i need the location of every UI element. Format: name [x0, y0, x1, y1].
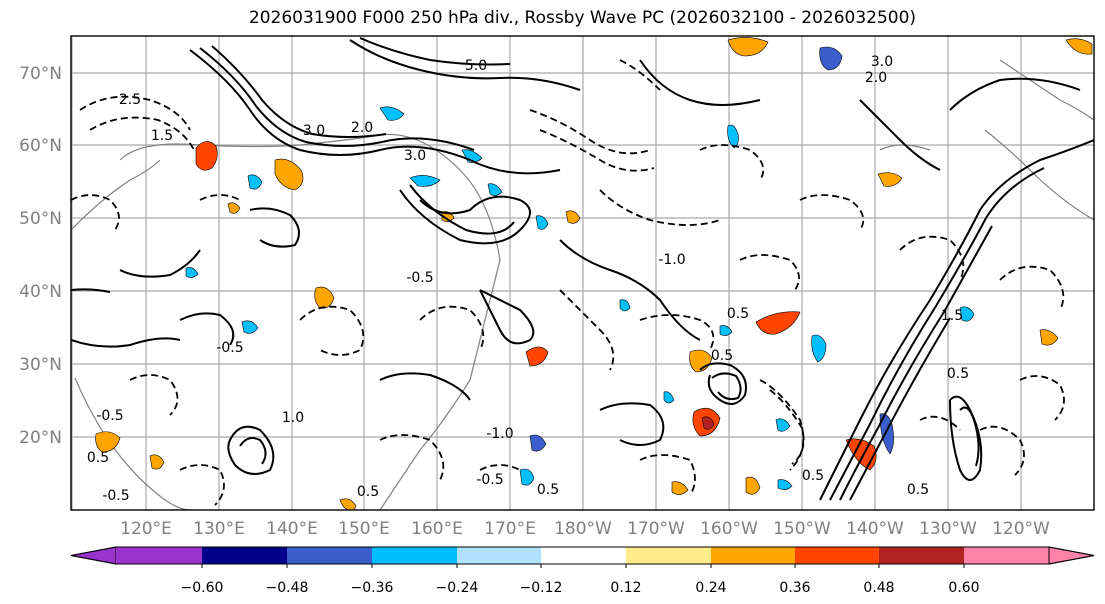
- colorbar-tick-label: 0.60: [948, 580, 979, 596]
- contour-label: 3.0: [871, 54, 893, 70]
- colorbar-swatch: [116, 547, 202, 564]
- colorbar-outline: [70, 546, 1095, 565]
- colorbar-tick-label: −0.24: [436, 580, 479, 596]
- colorbar-tick-label: −0.12: [520, 580, 563, 596]
- colorbar-swatch: [372, 547, 457, 564]
- contour-label: 2.0: [351, 120, 373, 136]
- contour-label: 1.0: [282, 410, 304, 426]
- contour-label: 0.5: [802, 468, 824, 484]
- colorbar-swatch: [795, 547, 879, 564]
- map-plot-area: 3.0 5.0 2.0 2.5 3.0 1.5 3.0 -0.5 0.5 -1.0 0.5 -0.5 1…: [70, 35, 1095, 511]
- longitude-label: 140°W: [846, 519, 904, 539]
- colorbar-swatch: [541, 547, 626, 564]
- contour-label: -1.0: [486, 426, 513, 442]
- longitude-labels: 120°E 130°E 140°E 150°E 160°E 170°E 180°W 170°W…: [120, 519, 1050, 539]
- colorbar-extend-max: [1048, 546, 1095, 565]
- coastlines: [71, 59, 1094, 510]
- contour-label: -0.5: [96, 408, 123, 424]
- contour-label: 5.0: [465, 58, 487, 74]
- longitude-label: 130°E: [193, 519, 245, 539]
- colorbar-swatch: [879, 547, 964, 564]
- latitude-label: 50°N: [19, 209, 62, 229]
- latitude-label: 40°N: [19, 282, 62, 302]
- colorbar: [70, 546, 1095, 565]
- longitude-label: 120°W: [992, 519, 1050, 539]
- contour-label: 3.0: [303, 123, 325, 139]
- colorbar-swatch: [964, 547, 1049, 564]
- longitude-label: 160°E: [411, 519, 463, 539]
- colorbar-tick-label: 0.12: [610, 580, 641, 596]
- contour-label: 0.5: [947, 366, 969, 382]
- map-frame: [70, 35, 1095, 511]
- longitude-label: 170°E: [484, 519, 536, 539]
- longitude-label: 180°W: [554, 519, 612, 539]
- colorbar-tick-label: −0.48: [266, 580, 309, 596]
- latitude-labels: 70°N 60°N 50°N 40°N 30°N 20°N: [19, 64, 62, 448]
- longitude-label: 150°E: [338, 519, 390, 539]
- dashed-contours: [71, 59, 1065, 506]
- contour-label: 3.0: [404, 148, 426, 164]
- longitude-label: 130°W: [919, 519, 977, 539]
- contour-label: 1.5: [151, 128, 173, 144]
- colorbar-swatch: [457, 547, 541, 564]
- contour-label: 0.5: [711, 348, 733, 364]
- colorbar-swatch: [202, 547, 287, 564]
- latitude-label: 20°N: [19, 428, 62, 448]
- contour-label: -0.5: [406, 270, 433, 286]
- contour-label: 0.5: [87, 450, 109, 466]
- longitude-label: 170°W: [627, 519, 685, 539]
- contour-label: 0.5: [907, 482, 929, 498]
- contour-label: -0.5: [476, 472, 503, 488]
- solid-contours: [71, 37, 1094, 501]
- contour-label: -0.5: [216, 340, 243, 356]
- latitude-label: 30°N: [19, 355, 62, 375]
- contour-label: 0.5: [537, 482, 559, 498]
- colorbar-tick-label: −0.60: [181, 580, 224, 596]
- contour-label: -1.0: [658, 252, 685, 268]
- colorbar-tick-labels: −0.60 −0.48 −0.36 −0.24 −0.12 0.12 0.24 0.36 0.4…: [181, 564, 980, 596]
- colorbar-tick-label: −0.36: [351, 580, 394, 596]
- contour-label: 2.5: [119, 92, 141, 108]
- contour-label: 1.5: [941, 308, 963, 324]
- contour-label: 0.5: [727, 306, 749, 322]
- colorbar-swatch: [626, 547, 711, 564]
- contour-label: 0.5: [357, 484, 379, 500]
- longitude-label: 160°W: [700, 519, 758, 539]
- colorbar-extend-min: [70, 546, 117, 565]
- colorbar-tick-label: 0.24: [695, 580, 726, 596]
- colorbar-tick-label: 0.36: [779, 580, 810, 596]
- colorbar-swatch: [711, 547, 795, 564]
- contour-labels: 3.0 5.0 2.0 2.5 3.0 1.5 3.0 -0.5 0.5 -1.0 0.5 -0.5 1…: [87, 54, 969, 504]
- contour-label: 2.0: [865, 70, 887, 86]
- colorbar-swatch: [287, 547, 372, 564]
- map-title: 2026031900 F000 250 hPa div., Rossby Wav…: [248, 8, 917, 28]
- colorbar-tick-label: 0.48: [863, 580, 894, 596]
- longitude-label: 150°W: [773, 519, 831, 539]
- divergence-shading: [95, 37, 1093, 510]
- longitude-label: 140°E: [266, 519, 318, 539]
- contour-label: -0.5: [102, 488, 129, 504]
- graticule: [71, 36, 1094, 510]
- longitude-label: 120°E: [120, 519, 172, 539]
- latitude-label: 70°N: [19, 64, 62, 84]
- latitude-label: 60°N: [19, 136, 62, 156]
